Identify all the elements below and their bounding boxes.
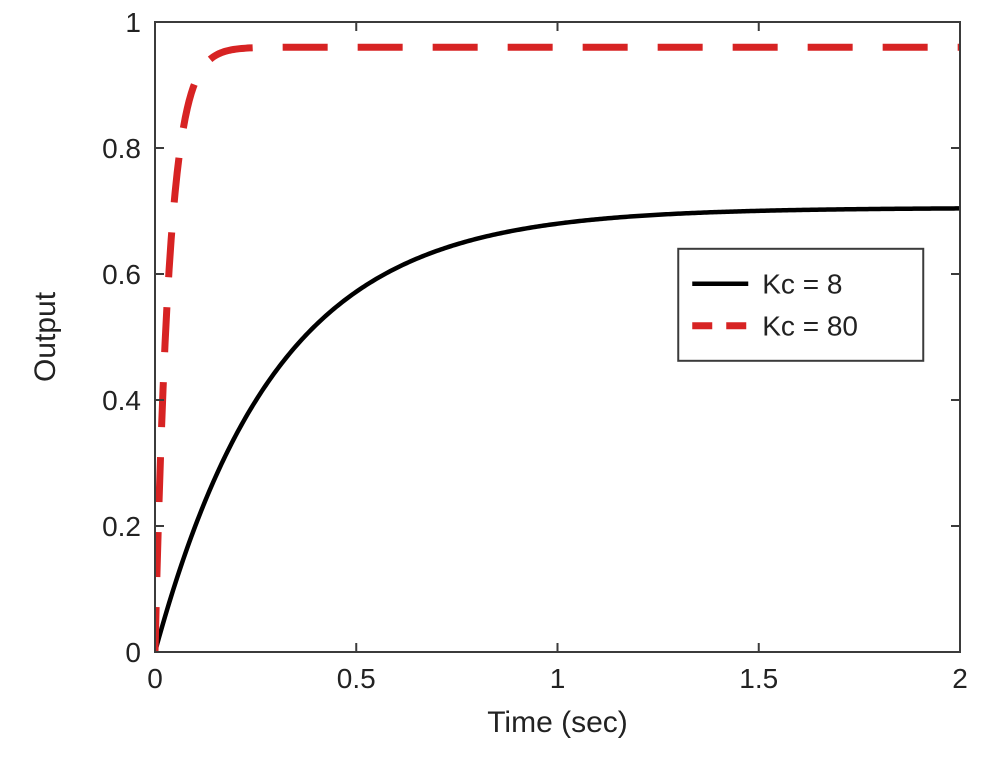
x-tick-label: 0.5 [337, 663, 376, 694]
y-tick-label: 0 [125, 637, 141, 668]
legend-box [678, 249, 923, 361]
y-tick-label: 0.4 [102, 385, 141, 416]
y-tick-label: 0.6 [102, 259, 141, 290]
step-response-chart: 0 0.5 1 1.5 2 Time (sec) 0 0.2 0.4 0.6 0.8 1 Output K… [0, 0, 996, 769]
y-tick-label: 0.8 [102, 133, 141, 164]
x-tick-label: 1 [550, 663, 566, 694]
y-tick-label: 0.2 [102, 511, 141, 542]
y-axis-label: Output [29, 291, 62, 382]
legend-label: Kc = 80 [762, 311, 858, 342]
x-axis-label: Time (sec) [487, 706, 628, 739]
x-tick-label: 1.5 [739, 663, 778, 694]
x-tick-label: 2 [952, 663, 968, 694]
y-tick-label: 1 [125, 7, 141, 38]
legend-label: Kc = 8 [762, 269, 842, 300]
x-tick-label: 0 [147, 663, 163, 694]
